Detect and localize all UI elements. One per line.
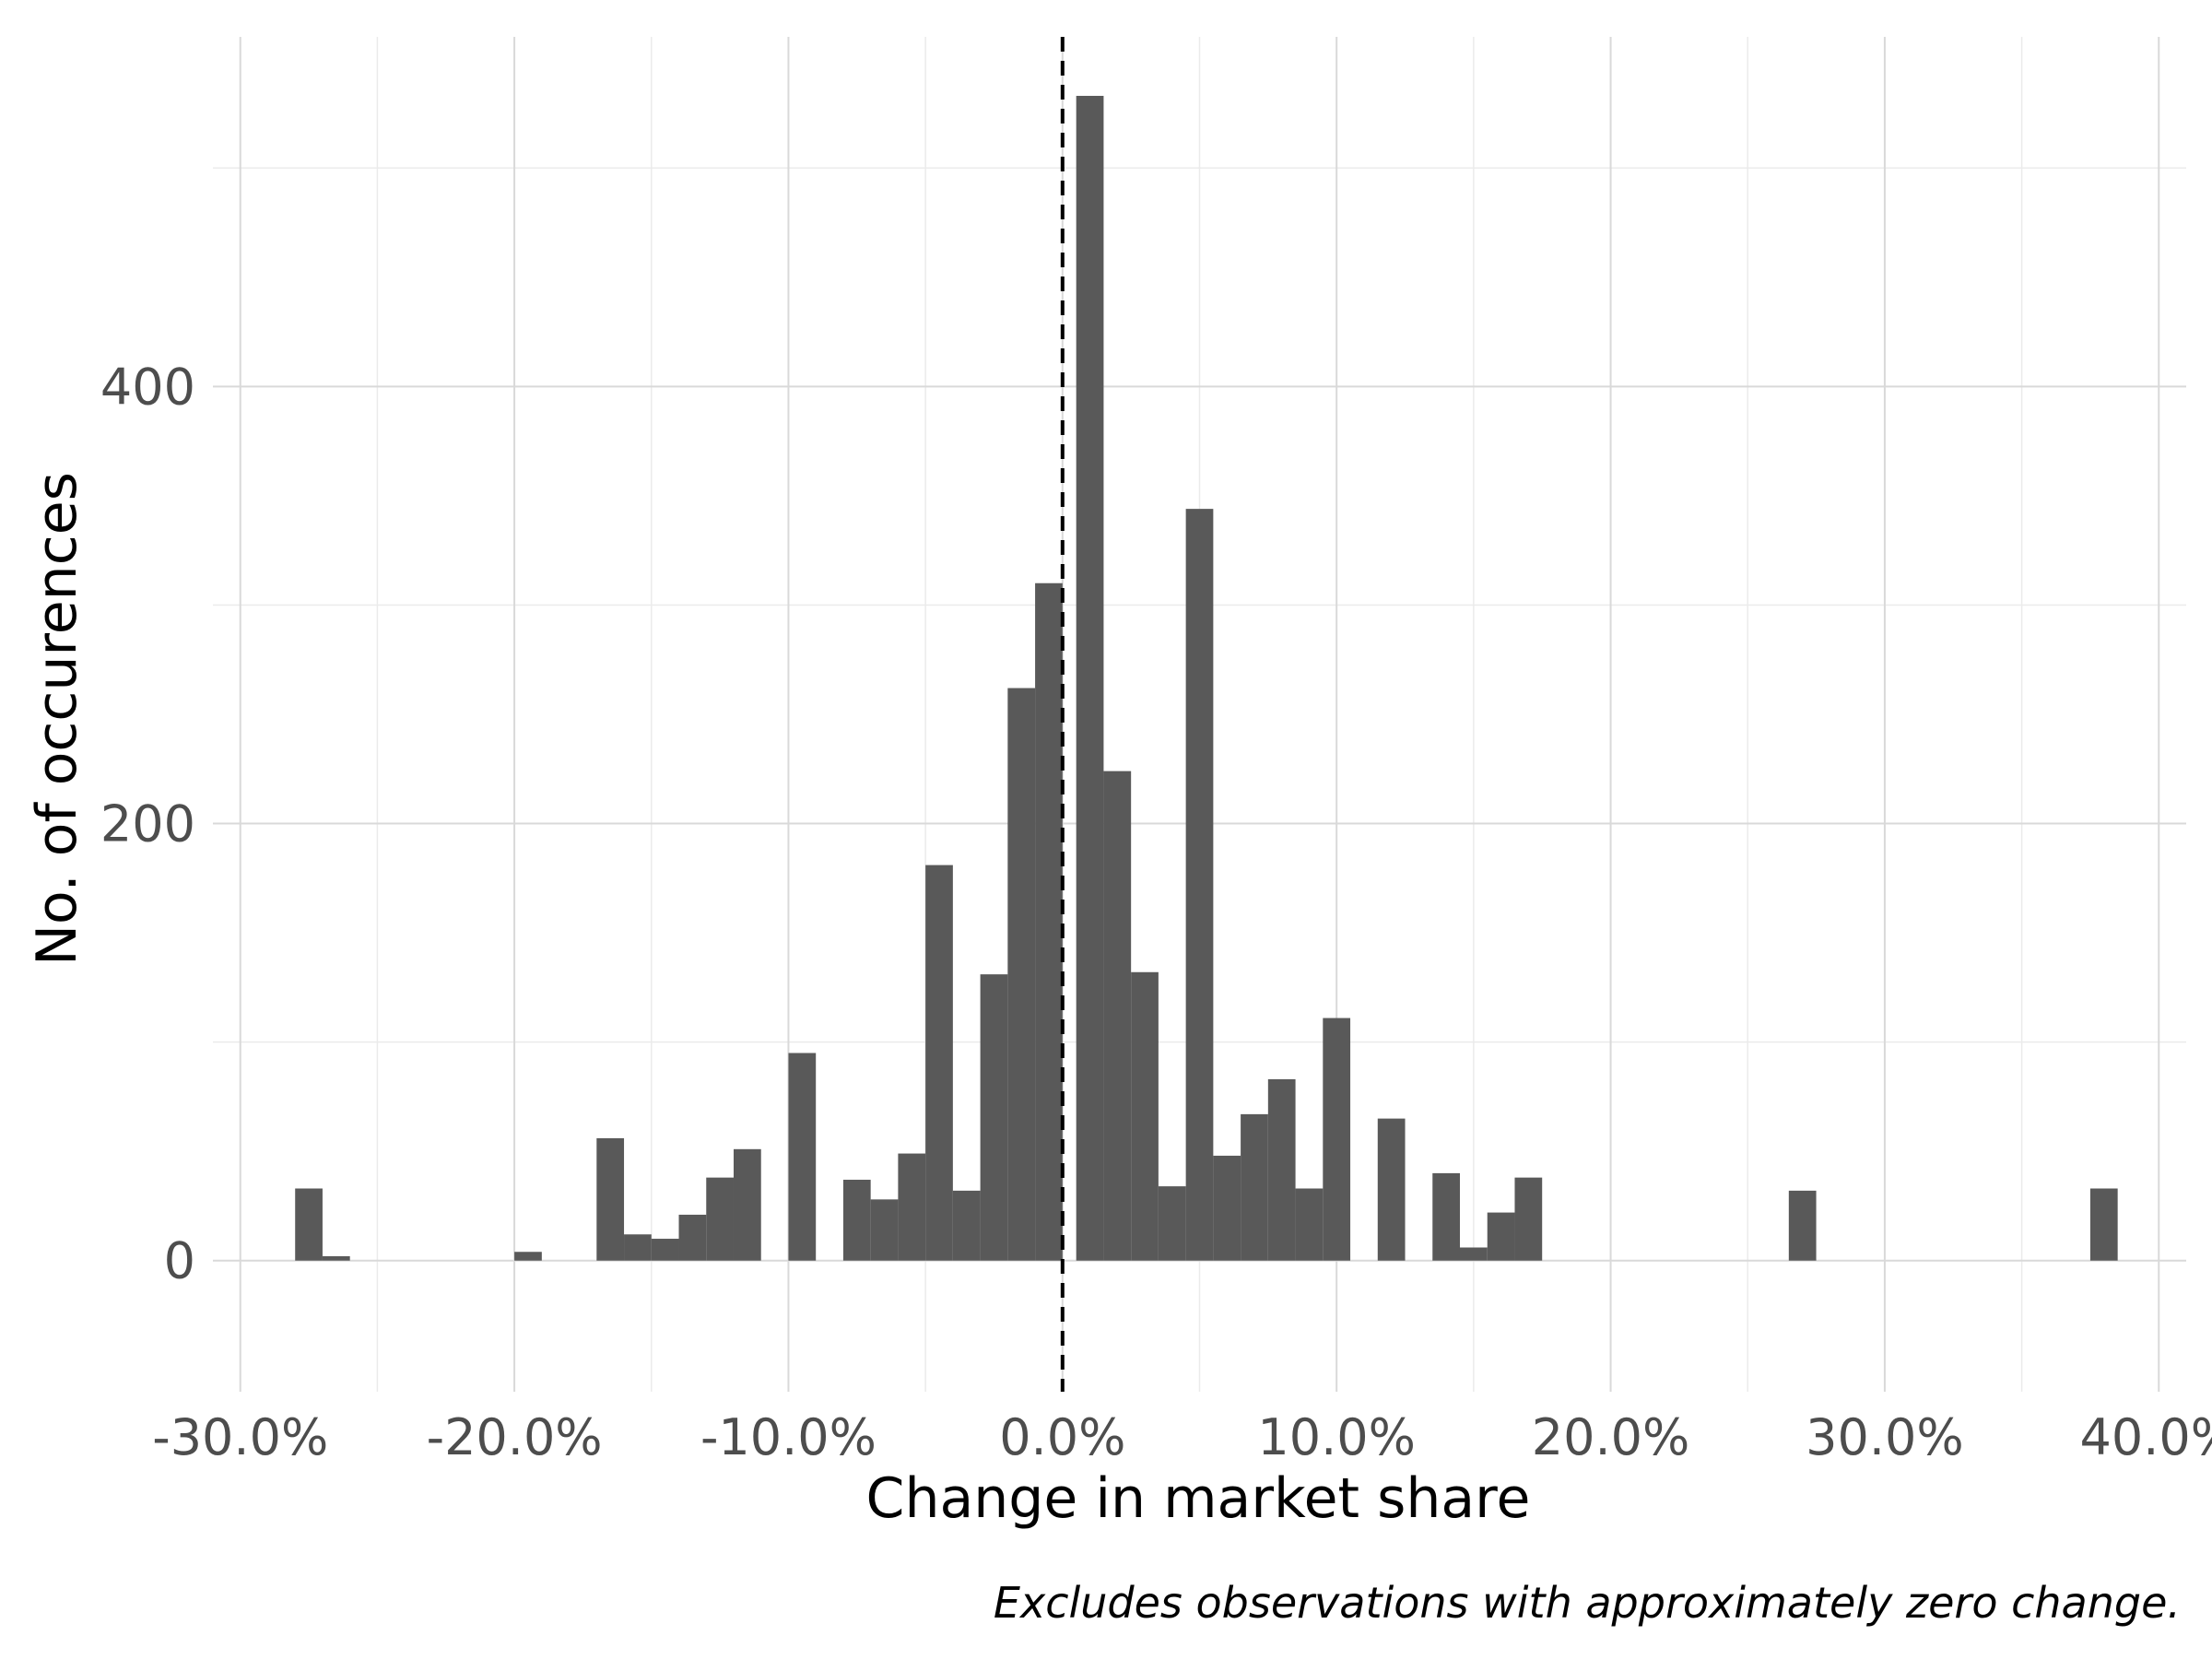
histogram-bar [1460, 1248, 1488, 1261]
histogram-bar [1186, 509, 1214, 1261]
x-tick-label: -20.0% [427, 1408, 603, 1466]
x-tick-label: 20.0% [1532, 1408, 1690, 1466]
histogram-bar [1159, 1186, 1186, 1261]
histogram-bar [734, 1149, 761, 1261]
histogram-bar [1488, 1213, 1515, 1261]
histogram-bar [843, 1180, 871, 1261]
x-tick-label: -30.0% [152, 1408, 328, 1466]
histogram-bar [1378, 1119, 1406, 1261]
histogram-bar [596, 1138, 624, 1261]
histogram-bar [706, 1178, 734, 1261]
histogram-bar [981, 974, 1008, 1261]
histogram-bar [1514, 1178, 1542, 1261]
y-tick-label: 200 [100, 795, 195, 853]
histogram-bar [871, 1199, 899, 1260]
x-tick-label: -10.0% [700, 1408, 877, 1466]
histogram-bar [1103, 771, 1131, 1261]
histogram-bar [1789, 1191, 1817, 1261]
y-axis-title: No. of occurences [25, 472, 89, 966]
histogram-bars [295, 96, 2117, 1261]
histogram-bar [295, 1189, 323, 1261]
histogram-bar [1296, 1189, 1324, 1261]
x-tick-label: 10.0% [1257, 1408, 1416, 1466]
x-axis-tick-labels: -30.0% -20.0% -10.0% 0.0% 10.0% 20.0% 30.0% 40.… [152, 1408, 2212, 1466]
x-tick-label: 40.0% [2079, 1408, 2212, 1466]
histogram-bar [624, 1234, 652, 1260]
histogram-bar [1241, 1114, 1268, 1261]
histogram-bar [652, 1239, 679, 1261]
histogram-bar [1077, 96, 1104, 1261]
histogram-bar [323, 1256, 350, 1261]
histogram-bar [1213, 1156, 1241, 1261]
y-tick-label: 400 [100, 358, 195, 416]
histogram-bar [679, 1215, 707, 1261]
histogram-bar [1323, 1018, 1350, 1261]
y-axis-tick-labels: 0 200 400 [100, 358, 195, 1289]
histogram-bar [514, 1252, 542, 1260]
chart-caption: Excludes observations with approximately… [994, 1578, 2181, 1628]
histogram-bar [1432, 1173, 1460, 1261]
y-tick-label: 0 [164, 1232, 195, 1290]
x-tick-label: 0.0% [999, 1408, 1125, 1466]
histogram-bar [925, 865, 953, 1261]
x-tick-label: 30.0% [1806, 1408, 1964, 1466]
x-axis-title: Change in market share [866, 1466, 1531, 1531]
histogram-bar [953, 1191, 981, 1261]
histogram-bar [898, 1154, 925, 1261]
histogram-bar [788, 1053, 816, 1261]
histogram-bar [1131, 972, 1159, 1261]
histogram-bar [1007, 688, 1035, 1261]
histogram-bar [2090, 1189, 2118, 1261]
histogram-bar [1268, 1079, 1296, 1261]
histogram-bar [1035, 583, 1063, 1261]
